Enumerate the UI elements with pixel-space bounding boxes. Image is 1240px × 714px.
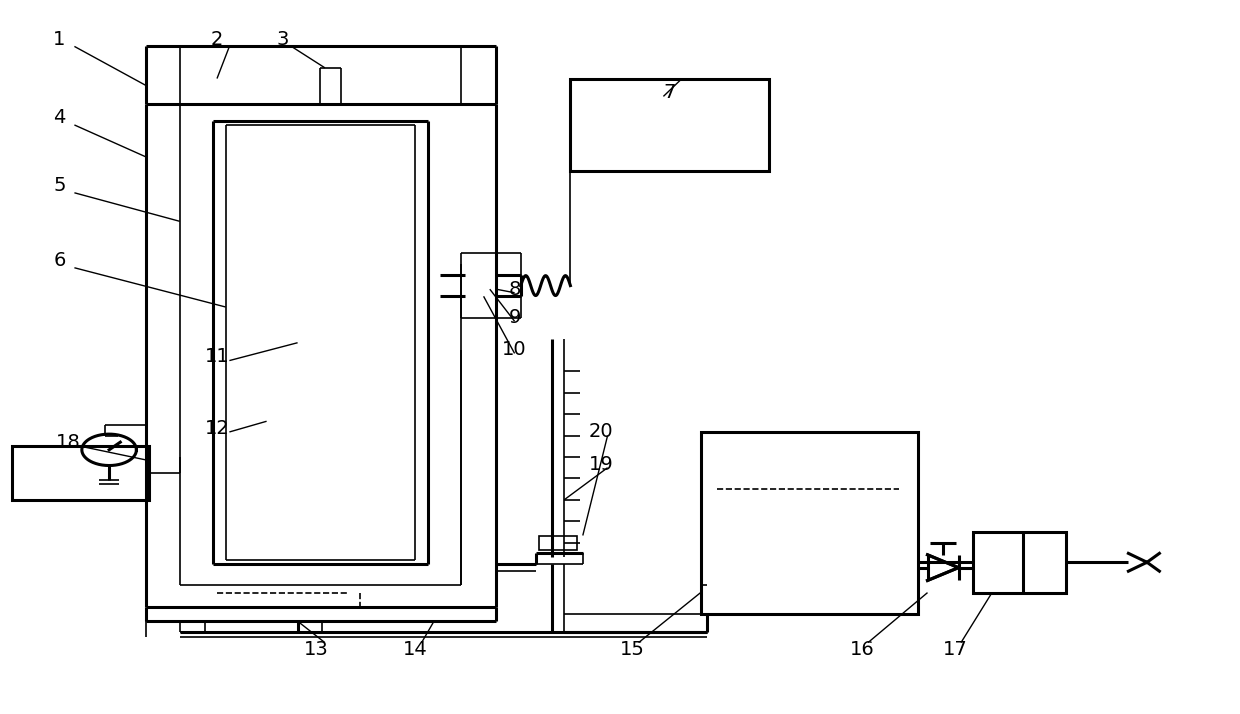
Text: 19: 19 — [589, 455, 614, 473]
Text: 18: 18 — [56, 433, 81, 452]
Text: 14: 14 — [403, 640, 428, 659]
Text: 5: 5 — [53, 176, 66, 195]
Text: 4: 4 — [53, 109, 66, 127]
Text: 15: 15 — [620, 640, 645, 659]
Text: 9: 9 — [508, 308, 521, 327]
Bar — [570, 79, 769, 171]
Text: 2: 2 — [211, 30, 223, 49]
Bar — [12, 446, 149, 500]
Text: 20: 20 — [589, 423, 614, 441]
Text: 8: 8 — [508, 280, 521, 298]
Text: 10: 10 — [502, 341, 527, 359]
Bar — [539, 536, 577, 550]
Text: 12: 12 — [205, 419, 229, 438]
Text: 3: 3 — [277, 30, 289, 49]
Text: 1: 1 — [53, 30, 66, 49]
Bar — [701, 432, 918, 614]
Text: 16: 16 — [849, 640, 874, 659]
Text: 13: 13 — [304, 640, 329, 659]
Text: 7: 7 — [663, 84, 676, 102]
Text: 11: 11 — [205, 348, 229, 366]
Text: 17: 17 — [942, 640, 967, 659]
Text: 6: 6 — [53, 251, 66, 270]
Bar — [973, 532, 1066, 593]
